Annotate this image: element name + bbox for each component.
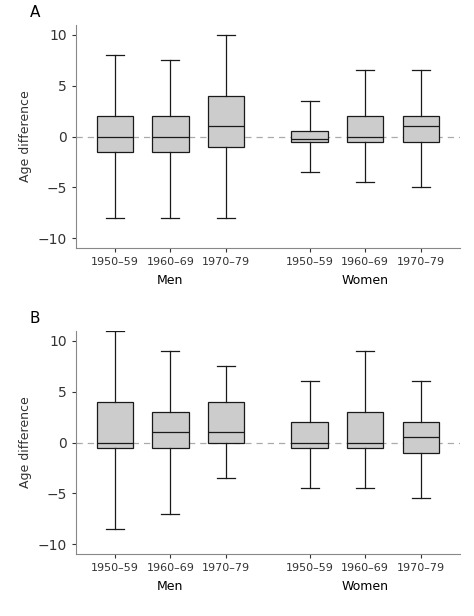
PathPatch shape [292,131,328,142]
Text: Men: Men [157,580,183,593]
PathPatch shape [292,422,328,448]
Text: A: A [30,5,40,20]
PathPatch shape [152,116,189,152]
PathPatch shape [152,412,189,448]
PathPatch shape [97,116,133,152]
PathPatch shape [208,96,244,147]
Text: B: B [30,311,40,326]
PathPatch shape [403,422,439,453]
Y-axis label: Age difference: Age difference [19,397,32,488]
Y-axis label: Age difference: Age difference [19,91,32,182]
Text: Women: Women [342,580,389,593]
Text: Women: Women [342,274,389,287]
PathPatch shape [97,402,133,448]
PathPatch shape [347,116,383,142]
PathPatch shape [347,412,383,448]
Text: Men: Men [157,274,183,287]
PathPatch shape [403,116,439,142]
PathPatch shape [208,402,244,442]
